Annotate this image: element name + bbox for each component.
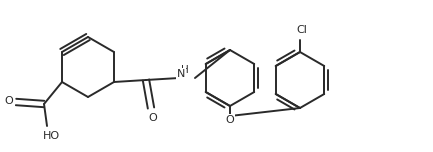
Text: H: H <box>181 65 189 75</box>
Text: O: O <box>226 115 234 125</box>
Text: O: O <box>149 113 157 123</box>
Text: Cl: Cl <box>297 25 307 35</box>
Text: O: O <box>5 96 13 106</box>
Text: HO: HO <box>42 131 60 141</box>
Text: N: N <box>177 69 185 79</box>
